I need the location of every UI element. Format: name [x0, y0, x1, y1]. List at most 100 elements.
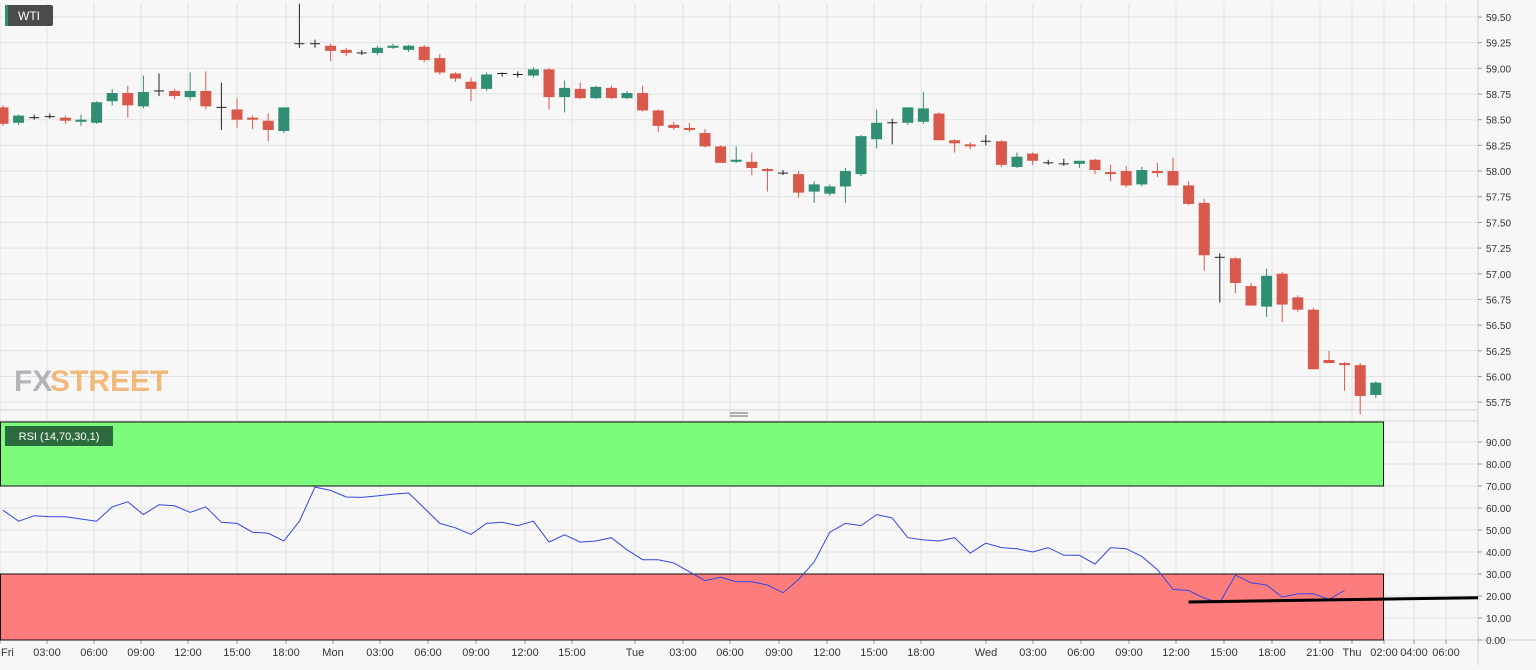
candle-body [231, 109, 243, 120]
candle [668, 121, 680, 130]
x-tick-label: 09:00 [765, 647, 793, 659]
x-tick-label: 12:00 [813, 647, 841, 659]
x-tick-label: 12:00 [1162, 647, 1190, 659]
candle [527, 67, 539, 78]
candle-body [1089, 159, 1101, 171]
candle-body [1198, 202, 1210, 256]
candle [746, 152, 758, 176]
candle-body [746, 161, 758, 168]
candle [122, 85, 134, 118]
candle [964, 142, 976, 150]
candle [1043, 159, 1054, 165]
candle [481, 72, 493, 91]
candle [278, 107, 290, 134]
pane-resize-handle[interactable] [730, 412, 748, 417]
candle-body [527, 69, 539, 76]
x-tick-label: 18:00 [1258, 647, 1286, 659]
candle [871, 109, 883, 149]
symbol-badge-accent [5, 5, 8, 26]
candle-body [793, 174, 805, 193]
candle-body [13, 115, 25, 123]
rsi-tick-label: 80.00 [1486, 460, 1511, 471]
candle-body [1105, 172, 1117, 175]
candle-body [949, 140, 961, 144]
candle [559, 80, 571, 113]
candle-body [699, 133, 711, 147]
candle [1354, 363, 1366, 415]
watermark-fx: FX [14, 365, 52, 398]
x-tick-label: Fri [1, 647, 14, 659]
price-y-axis: 59.50 59.25 59.00 58.75 58.50 58.25 58.00 57.75… [1478, 13, 1511, 409]
candle [1151, 162, 1163, 178]
candle-body [543, 69, 555, 98]
price-tick-label: 59.50 [1486, 13, 1511, 24]
price-tick-label: 56.25 [1486, 347, 1511, 358]
candle-body [169, 90, 181, 97]
price-tick-label: 59.25 [1486, 39, 1511, 50]
candle [247, 115, 259, 129]
candle [59, 115, 71, 124]
candle-body [184, 90, 196, 98]
candle [855, 135, 867, 177]
candle [356, 49, 367, 55]
candle-body [1307, 309, 1319, 370]
price-tick-label: 58.50 [1486, 116, 1511, 127]
rsi-line [2, 486, 1345, 604]
candle-body [122, 92, 134, 106]
x-tick-label: 09:00 [1115, 647, 1143, 659]
candle-body [325, 45, 337, 51]
candle-body [1276, 273, 1288, 305]
price-tick-label: 56.75 [1486, 295, 1511, 306]
candle-body [637, 92, 649, 111]
candle [574, 82, 586, 100]
candle-body [761, 168, 773, 172]
candle [29, 114, 40, 120]
x-tick-label: 09:00 [462, 647, 490, 659]
rsi-overbought-zone [0, 421, 1384, 487]
rsi-badge-bg [5, 426, 113, 446]
candle-body [200, 90, 212, 107]
price-tick-label: 58.25 [1486, 141, 1511, 152]
rsi-indicator-label: RSI (14,70,30,1) [19, 431, 100, 443]
candle-body [933, 113, 945, 141]
candle-body [91, 102, 103, 123]
candle-body [465, 81, 477, 89]
price-tick-label: 57.50 [1486, 218, 1511, 229]
candle-body [278, 107, 290, 131]
candle-body [371, 47, 383, 53]
rsi-badge[interactable]: RSI (14,70,30,1) [5, 426, 113, 446]
symbol-label: WTI [18, 9, 40, 23]
candle [75, 114, 87, 126]
candle-body [621, 92, 633, 99]
candle [1276, 271, 1288, 323]
candle-body [668, 124, 680, 128]
x-tick-label: 06:00 [1432, 647, 1460, 659]
candle [980, 135, 991, 146]
candle-body [964, 144, 976, 147]
symbol-badge[interactable]: WTI [5, 5, 53, 26]
x-tick-label: 12:00 [174, 647, 202, 659]
x-tick-label: 21:00 [1306, 647, 1334, 659]
candle-body [917, 108, 929, 122]
x-tick-label: 03:00 [33, 647, 61, 659]
candle-body [559, 87, 571, 98]
candle [1229, 257, 1241, 294]
candle-body [605, 87, 617, 99]
candle-body [1323, 360, 1335, 364]
candle [683, 122, 695, 133]
candle-body [652, 110, 664, 126]
x-tick-label: 18:00 [272, 647, 300, 659]
x-tick-label: 06:00 [80, 647, 108, 659]
candle [699, 128, 711, 148]
price-tick-label: 58.00 [1486, 167, 1511, 178]
candle-body [434, 58, 446, 73]
candle-body [1292, 297, 1304, 310]
candle [418, 44, 430, 63]
candle [917, 91, 929, 124]
rsi-y-axis: 90.00 80.00 70.00 60.00 50.00 40.00 30.00 20.00… [1478, 438, 1511, 647]
candle [294, 3, 305, 48]
candle [1339, 362, 1351, 391]
candle-body [683, 127, 695, 130]
candle-body [839, 171, 851, 187]
